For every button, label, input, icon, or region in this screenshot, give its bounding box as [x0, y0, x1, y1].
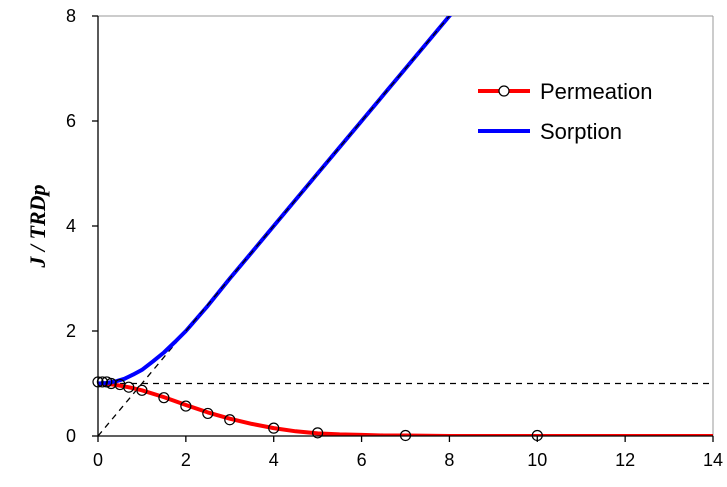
x-tick-label: 10	[527, 450, 547, 470]
x-tick-label: 0	[93, 450, 103, 470]
data-point	[123, 381, 135, 393]
data-point	[136, 384, 148, 396]
x-tick-label: 14	[703, 450, 723, 470]
data-point	[312, 427, 324, 439]
permeation-markers	[92, 376, 543, 442]
tick-labels: 0 2 4 6 8 10 12 14 0 2 4 6 8	[66, 6, 723, 470]
data-point	[105, 377, 117, 390]
x-tick-label: 8	[444, 450, 454, 470]
x-tick-label: 12	[615, 450, 635, 470]
y-tick-label: 6	[66, 111, 76, 131]
y-axis-label: J / TRDp	[25, 184, 50, 268]
data-point	[158, 392, 170, 404]
data-point	[268, 422, 280, 434]
data-point	[180, 400, 192, 412]
series-line-sorption	[98, 16, 453, 386]
legend-label-sorption: Sorption	[540, 119, 622, 144]
data-point	[224, 414, 236, 426]
legend-marker	[498, 85, 510, 97]
y-tick-label: 8	[66, 6, 76, 26]
series-line-permeation	[98, 381, 713, 436]
asymptote-overlay	[185, 16, 450, 332]
legend: Permeation Sorption	[478, 79, 653, 144]
x-tick-label: 6	[357, 450, 367, 470]
series-lines	[98, 16, 713, 436]
legend-label-permeation: Permeation	[540, 79, 653, 104]
plot-area	[98, 15, 714, 436]
y-tick-label: 0	[66, 426, 76, 446]
data-point	[202, 407, 214, 420]
y-tick-label: 4	[66, 216, 76, 236]
x-tick-label: 4	[269, 450, 279, 470]
y-tick-label: 2	[66, 321, 76, 341]
x-tick-label: 2	[181, 450, 191, 470]
